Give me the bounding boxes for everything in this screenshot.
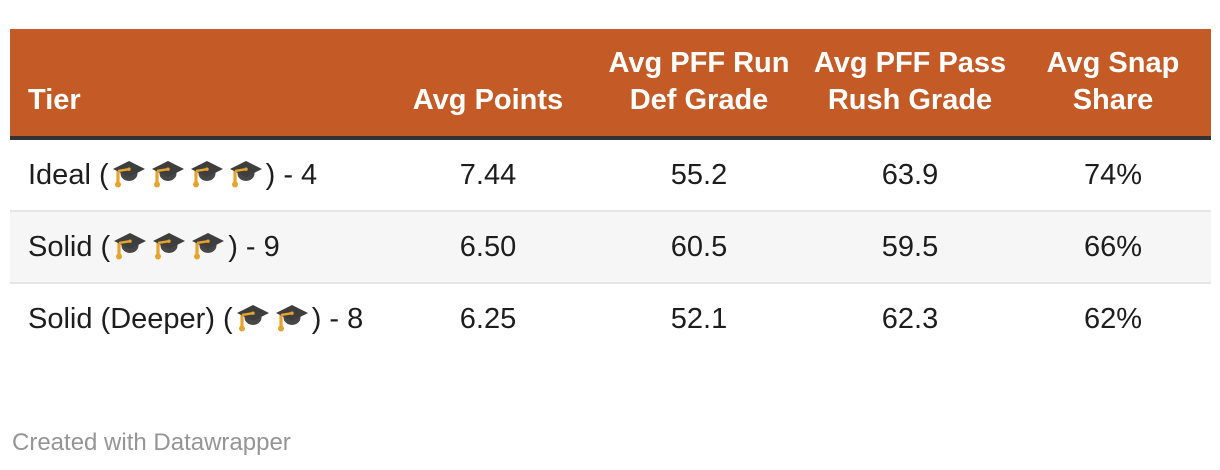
table-row-ideal: Ideal ( ) - 4 7.44 55.2 xyxy=(10,138,1211,212)
tier-stats-table: Tier Avg Points Avg PFF Run Def Grade Av… xyxy=(10,29,1211,354)
avg-points-cell: 6.25 xyxy=(459,302,517,335)
graduation-cap-icon xyxy=(228,159,264,191)
header-row: Tier Avg Points Avg PFF Run Def Grade Av… xyxy=(10,29,1211,140)
column-header-avg-points: Avg Points xyxy=(383,29,593,140)
graduation-cap-icon xyxy=(112,231,148,263)
snap-share-cell: 66% xyxy=(1015,211,1211,284)
graduation-cap-icon xyxy=(190,231,226,263)
snap-share-cell: 62% xyxy=(1083,302,1143,335)
tier-label-suffix: ) - 4 xyxy=(265,158,318,191)
avg-points-cell: 6.50 xyxy=(383,211,593,284)
tier-cell: Solid (Deeper) ( ) - 8 xyxy=(10,283,383,354)
graduation-cap-icon xyxy=(151,231,187,263)
tier-label-prefix: Ideal ( xyxy=(28,158,109,191)
graduation-cap-icon xyxy=(150,159,186,191)
table-container: Tier Avg Points Avg PFF Run Def Grade Av… xyxy=(10,29,1211,354)
column-header-tier: Tier xyxy=(10,29,383,140)
pass-rush-grade-cell: 62.3 xyxy=(881,302,939,335)
snap-share-cell: 74% xyxy=(1015,138,1211,212)
run-def-grade-cell: 52.1 xyxy=(670,302,728,335)
table-row-solid-deeper: Solid (Deeper) ( ) - 8 6.25 52.1 62.3 62… xyxy=(10,283,1211,354)
avg-points-cell: 7.44 xyxy=(383,138,593,212)
table-header: Tier Avg Points Avg PFF Run Def Grade Av… xyxy=(10,29,1211,140)
tier-label-prefix: Solid (Deeper) ( xyxy=(28,302,233,335)
tier-label-suffix: ) - 8 xyxy=(311,302,364,335)
pass-rush-grade-cell: 59.5 xyxy=(805,211,1015,284)
column-header-snap-share: Avg Snap Share xyxy=(1015,29,1211,140)
column-header-pass-rush-grade: Avg PFF Pass Rush Grade xyxy=(805,29,1015,140)
graduation-cap-icon xyxy=(235,303,271,335)
tier-cell: Ideal ( ) - 4 xyxy=(10,138,383,212)
column-header-run-def-grade: Avg PFF Run Def Grade xyxy=(593,29,805,140)
graduation-cap-icon xyxy=(189,159,225,191)
tier-cell: Solid ( ) - 9 xyxy=(10,211,383,284)
grad-cap-icons xyxy=(111,159,264,191)
pass-rush-grade-cell: 63.9 xyxy=(805,138,1015,212)
run-def-grade-cell: 60.5 xyxy=(593,211,805,284)
tier-label-prefix: Solid ( xyxy=(28,230,111,263)
tier-label-suffix: ) - 9 xyxy=(228,230,280,263)
datawrapper-credit-link[interactable]: Created with Datawrapper xyxy=(12,429,291,456)
graduation-cap-icon xyxy=(111,159,147,191)
graduation-cap-icon xyxy=(274,303,310,335)
table-row-solid: Solid ( ) - 9 6.50 60.5 59.5 66% xyxy=(10,211,1211,284)
run-def-grade-cell: 55.2 xyxy=(593,138,805,212)
grad-cap-icons xyxy=(112,231,226,263)
grad-cap-icons xyxy=(235,303,310,335)
